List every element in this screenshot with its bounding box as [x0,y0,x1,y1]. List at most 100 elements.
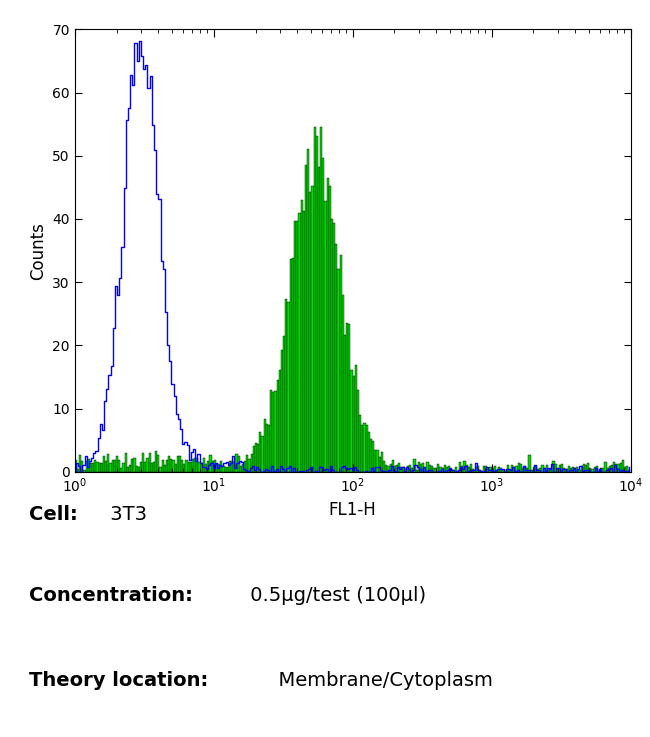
Bar [522,468,524,472]
Bar [550,468,552,472]
Bar [567,466,569,472]
Bar [259,432,261,472]
Bar [125,453,127,472]
Bar [342,296,344,472]
Bar [75,461,77,472]
Bar [220,461,222,472]
Bar [177,456,179,472]
Bar [600,468,603,472]
Bar [183,464,185,472]
Bar [426,462,428,472]
Bar [548,470,550,472]
Bar [103,456,105,472]
Bar [303,211,305,472]
Bar [489,467,491,472]
Bar [244,461,246,472]
Bar [517,463,520,472]
Bar [572,467,574,472]
Text: Concentration:: Concentration: [29,586,193,605]
Bar [448,466,450,472]
Bar [405,469,407,472]
Bar [394,466,396,472]
Bar [205,464,207,472]
Bar [598,471,600,472]
Bar [324,201,326,472]
Bar [622,460,624,472]
Bar [146,458,149,472]
Bar [459,461,461,472]
Bar [240,466,242,472]
Bar [164,465,166,472]
Bar [470,464,472,472]
Bar [485,466,488,472]
Bar [498,467,501,472]
Bar [261,436,264,472]
Bar [194,458,196,472]
Bar [116,456,118,472]
Bar [511,465,514,472]
Bar [580,466,583,472]
Bar [231,461,233,472]
Bar [629,470,630,472]
Bar [268,425,270,472]
Bar [465,465,467,472]
Bar [246,455,248,472]
Bar [431,466,433,472]
Text: 0.5μg/test (100μl): 0.5μg/test (100μl) [244,586,426,605]
Bar [339,254,342,472]
Bar [515,466,517,472]
Bar [109,463,112,472]
Bar [112,460,114,472]
Bar [472,469,474,472]
Bar [441,468,444,472]
Bar [361,425,363,472]
Bar [218,464,220,472]
Bar [270,390,272,472]
Bar [107,455,109,472]
Bar [596,466,598,472]
Bar [90,463,92,472]
Bar [181,460,183,472]
Bar [616,464,618,472]
Bar [237,455,240,472]
Bar [129,465,131,472]
Bar [578,469,580,472]
Bar [439,467,441,472]
Bar [88,458,90,472]
Bar [309,192,311,472]
Bar [248,459,251,472]
Bar [316,136,318,472]
Bar [155,451,157,472]
Bar [166,460,168,472]
Bar [368,432,370,472]
Bar [198,462,201,472]
Bar [209,455,211,472]
Bar [101,463,103,472]
Bar [162,460,164,472]
Bar [264,419,266,472]
Bar [543,468,546,472]
Bar [428,465,431,472]
Bar [92,463,94,472]
Bar [242,464,244,472]
Bar [211,461,214,472]
Bar [311,186,313,472]
Bar [463,461,465,472]
Bar [77,469,79,472]
Bar [502,470,504,472]
Bar [381,453,383,472]
Bar [285,299,287,472]
Bar [337,269,339,472]
Bar [96,462,99,472]
Bar [461,466,463,472]
Bar [396,465,398,472]
Bar [201,463,203,472]
Bar [214,460,216,472]
Bar [433,468,435,472]
Bar [224,467,227,472]
Bar [120,468,122,472]
Bar [613,462,616,472]
Bar [494,466,496,472]
Bar [476,466,478,472]
Bar [235,455,237,472]
